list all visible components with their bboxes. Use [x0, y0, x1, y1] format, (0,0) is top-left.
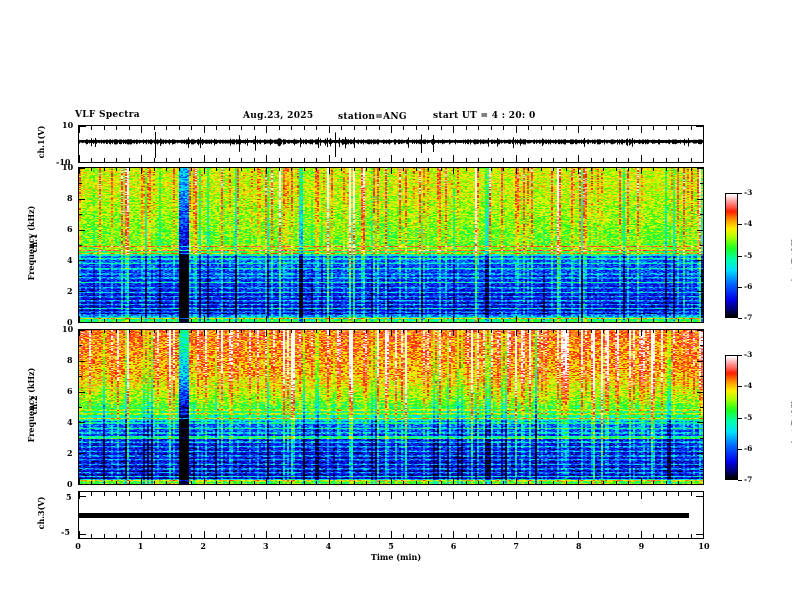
ch1-waveform-ticks [78, 125, 704, 163]
ch2-spectrogram-ticks [78, 329, 704, 485]
x-axis-tick-6: 6 [450, 541, 457, 551]
ch2-spec-ytick-4: 4 [67, 417, 73, 427]
ch3-wave-ylabel: ch.3(V) [36, 496, 46, 530]
colorbar-tick--7: -7 [744, 475, 753, 484]
x-axis-tick-4: 4 [325, 541, 332, 551]
x-axis-tick-1: 1 [137, 541, 144, 551]
x-axis-label: Time (min) [370, 552, 422, 562]
colorbar-tick--5: -5 [744, 250, 753, 260]
ch2-spec-ytick-8: 8 [67, 355, 73, 365]
x-axis-tick-2: 2 [200, 541, 206, 551]
colorbar-tick-mark [738, 193, 742, 194]
colorbar-tick-mark [738, 318, 742, 319]
colorbar-tick-mark [738, 449, 742, 450]
ch2-spec-ytick-10: 10 [62, 324, 74, 334]
colorbar-tick--6: -6 [744, 281, 753, 291]
colorbar-tick--7: -7 [744, 313, 753, 322]
colorbar-tick-mark [738, 355, 742, 356]
ch1-spectrogram-ticks [78, 167, 704, 323]
x-axis-tick-8: 8 [576, 541, 582, 551]
ch1-spec-ytick-2: 2 [67, 286, 73, 296]
colorbar-tick--5: -5 [744, 412, 753, 422]
ch1-wave-ytick-bottom: -10 [56, 157, 71, 167]
x-axis-tick-10: 10 [698, 541, 710, 551]
ch3-wave-ytick-top: 5 [66, 492, 72, 502]
colorbar-tick--4: -4 [744, 381, 753, 391]
figure-station: station=ANG [338, 112, 407, 122]
ch1-colorbar [725, 193, 738, 318]
ch1-spec-ytick-4: 4 [67, 255, 73, 265]
x-axis-tick-9: 9 [638, 541, 645, 551]
ch1-spec-ytick-0: 0 [67, 317, 73, 327]
x-axis-tick-5: 5 [388, 541, 394, 551]
ch1-spec-ytick-6: 6 [67, 224, 73, 234]
colorbar-tick-mark [738, 418, 742, 419]
colorbar-tick-mark [738, 386, 742, 387]
ch1-wave-ytick-top: 10 [62, 120, 74, 130]
colorbar-tick-mark [738, 480, 742, 481]
ch2-colorbar [725, 355, 738, 480]
ch3-wave-ytick-bottom: -5 [61, 527, 70, 537]
ch1-spec-ytick-8: 8 [67, 193, 73, 203]
colorbar-tick-mark [738, 287, 742, 288]
colorbar-tick--4: -4 [744, 219, 753, 229]
x-axis-tick-0: 0 [75, 541, 81, 551]
ch2-spec-ytick-0: 0 [67, 479, 73, 489]
colorbar-tick--6: -6 [744, 443, 753, 453]
ch1-spec-ylabel-frequency: Frequency (kHz) [26, 205, 36, 281]
ch3-waveform-ticks [78, 491, 704, 539]
ch1-spec-ytick-10: 10 [62, 162, 74, 172]
colorbar-tick--3: -3 [744, 188, 753, 197]
figure-start-ut: start UT = 4 : 20: 0 [433, 111, 536, 121]
figure-date: Aug.23, 2025 [243, 111, 314, 121]
ch2-spec-ytick-2: 2 [67, 448, 73, 458]
x-axis-tick-7: 7 [513, 541, 519, 551]
figure-title: VLF Spectra [75, 110, 140, 120]
colorbar-tick-mark [738, 256, 742, 257]
x-axis-tick-3: 3 [263, 541, 269, 551]
ch1-wave-ylabel: ch.1(V) [36, 125, 46, 159]
ch2-spec-ytick-6: 6 [67, 386, 73, 396]
colorbar-tick-mark [738, 224, 742, 225]
ch2-spec-ylabel-frequency: Frequency (kHz) [26, 367, 36, 443]
colorbar-tick--3: -3 [744, 350, 753, 359]
